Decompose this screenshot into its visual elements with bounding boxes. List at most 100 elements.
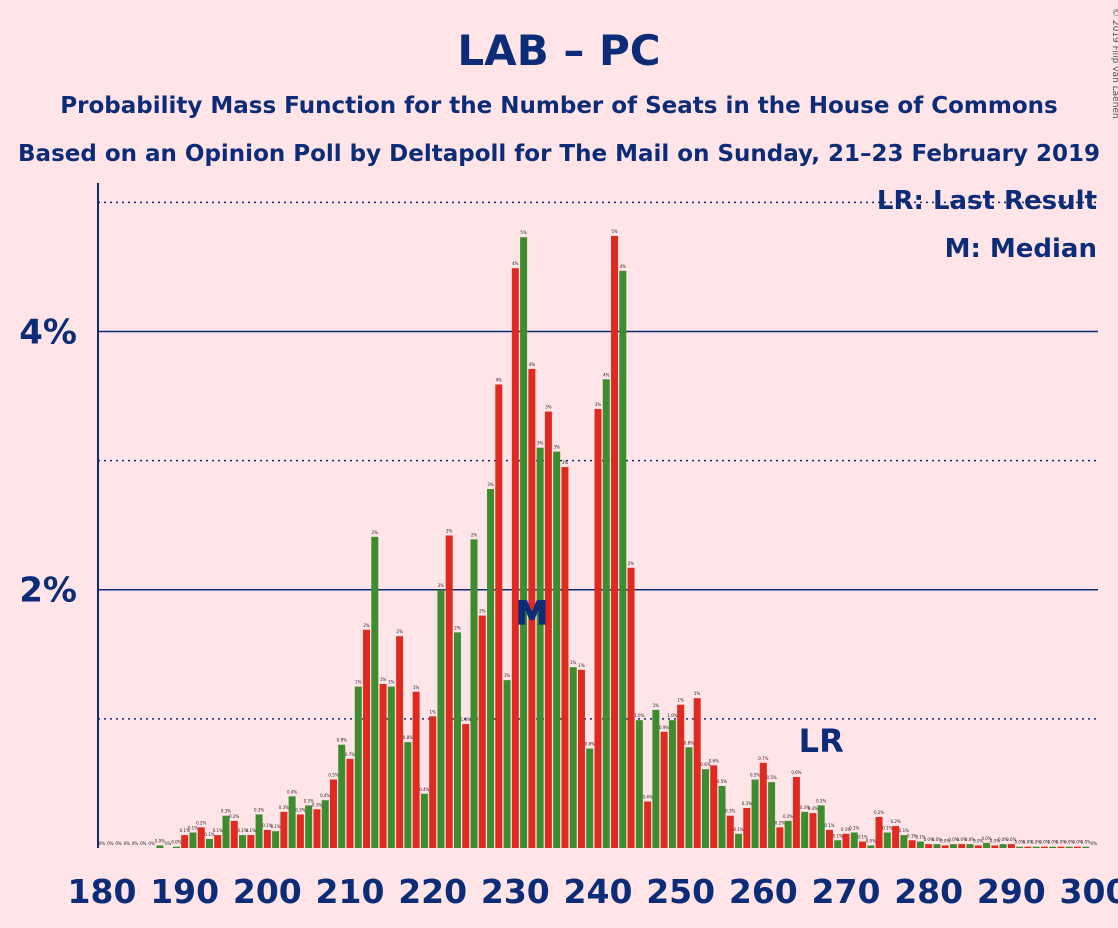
bar-label-242: 5% (611, 229, 618, 234)
bar-pc-221 (437, 589, 445, 848)
bar-label-245: 1.0% (634, 713, 644, 718)
bar-label-207: 0.4% (320, 793, 330, 798)
bar-lab-200 (263, 829, 271, 848)
chart-title: LAB – PC (457, 26, 660, 75)
bar-label-290: 0.0% (1006, 837, 1016, 842)
bar-lab-198 (247, 835, 255, 848)
bar-pc-275 (883, 832, 891, 848)
bar-pc-259 (751, 779, 759, 848)
bar-pc-211 (354, 686, 362, 848)
bar-label-253: 0.6% (700, 762, 710, 767)
bar-lab-294 (1040, 846, 1048, 848)
bar-label-247: 1% (653, 703, 660, 708)
bar-lab-248 (660, 731, 668, 848)
bar-label-210: 0.7% (345, 752, 355, 757)
bar-lab-276 (892, 826, 900, 848)
x-tick-label: 240 (564, 872, 633, 911)
bar-pc-219 (420, 793, 428, 848)
bar-label-248: 0.9% (659, 725, 669, 730)
bar-lab-268 (825, 829, 833, 848)
bar-lab-238 (577, 669, 585, 848)
bar-label-205: 0.3% (304, 798, 314, 803)
legend-median: M: Median (945, 234, 1097, 264)
bar-label-208: 0.5% (328, 773, 338, 778)
bar-lab-208 (329, 779, 337, 848)
bar-label-259: 0.5% (750, 773, 760, 778)
bar-label-227: 3% (487, 482, 494, 487)
bar-label-234: 3% (545, 405, 552, 410)
bar-lab-196 (230, 820, 238, 848)
bar-label-239: 0.8% (585, 742, 595, 747)
bar-pc-229 (503, 680, 511, 848)
x-tick-labels: 180 190 200 210 220 230 240 250 260 270 280 290 300 (68, 872, 1118, 911)
bar-label-182: 0% (115, 841, 122, 846)
bar-lab-224 (462, 724, 470, 848)
bar-lab-264 (792, 776, 800, 848)
bar-pc-255 (718, 786, 726, 848)
bar-label-255: 0.5% (717, 779, 727, 784)
bar-pc-203 (288, 796, 296, 848)
bar-label-185: 0% (140, 841, 147, 846)
bar-lab-218 (412, 691, 420, 848)
bar-lab-288 (991, 845, 999, 848)
bar-pc-273 (867, 845, 875, 848)
bar-label-294: 0.0% (1039, 840, 1049, 845)
bar-lab-234 (544, 411, 552, 848)
bar-label-250: 1% (677, 698, 684, 703)
bar-label-278: 0.1% (907, 833, 917, 838)
bar-label-187: 0.0% (155, 838, 165, 843)
bar-lab-192 (197, 827, 205, 848)
bar-pc-207 (321, 800, 329, 848)
bar-label-297: 0.0% (1064, 840, 1074, 845)
bar-label-249: 1.0% (667, 713, 677, 718)
bars (156, 235, 1090, 849)
x-tick-label: 220 (398, 872, 467, 911)
bar-label-236: 3% (562, 460, 569, 465)
x-tick-label: 290 (977, 872, 1046, 911)
bar-label-222: 2% (446, 529, 453, 534)
bar-label-244: 2% (628, 561, 635, 566)
bar-lab-278 (908, 840, 916, 848)
bar-label-276: 0.2% (891, 819, 901, 824)
bar-label-299: 0.0% (1081, 840, 1091, 845)
bar-label-200: 0.1% (262, 823, 272, 828)
bar-lab-228 (495, 384, 503, 848)
bar-label-219: 0.4% (419, 787, 429, 792)
bar-pc-205 (305, 805, 313, 848)
bar-label-235: 3% (553, 445, 560, 450)
copyright-notice: © 2019 Filip van Laenen (1110, 8, 1118, 119)
bar-lab-296 (1057, 846, 1065, 848)
bar-label-192: 0.2% (196, 820, 206, 825)
bar-pc-251 (685, 747, 693, 848)
bar-pc-299 (1082, 846, 1090, 848)
bar-pc-193 (205, 838, 213, 848)
bar-label-282: 0.0% (940, 838, 950, 843)
bar-pc-297 (1065, 846, 1073, 848)
bar-pc-263 (784, 820, 792, 848)
bar-label-195: 0.3% (221, 809, 231, 814)
bar-pc-249 (668, 720, 676, 848)
bar-label-291: 0.0% (1015, 840, 1025, 845)
bar-lab-244 (627, 567, 635, 848)
bar-label-190: 0.1% (180, 828, 190, 833)
bar-label-260: 0.7% (758, 756, 768, 761)
bar-label-214: 1% (380, 677, 387, 682)
bar-label-274: 0.2% (874, 810, 884, 815)
bar-lab-258 (743, 807, 751, 848)
bar-label-181: 0% (107, 841, 114, 846)
bar-label-268: 0.1% (824, 823, 834, 828)
bar-lab-284 (958, 844, 966, 848)
bar-label-257: 0.1% (733, 827, 743, 832)
bar-label-285: 0.0% (965, 837, 975, 842)
bar-label-267: 0.3% (816, 798, 826, 803)
bar-label-246: 0.4% (643, 795, 653, 800)
bar-label-186: 0% (148, 841, 155, 846)
bar-label-215: 1% (388, 680, 395, 685)
bar-pc-233 (536, 447, 544, 848)
bar-label-272: 0.1% (857, 835, 867, 840)
bar-label-202: 0.3% (279, 805, 289, 810)
bar-label-261: 0.5% (767, 775, 777, 780)
bar-label-189: 0.0% (171, 840, 181, 845)
bar-label-226: 2% (479, 609, 486, 614)
